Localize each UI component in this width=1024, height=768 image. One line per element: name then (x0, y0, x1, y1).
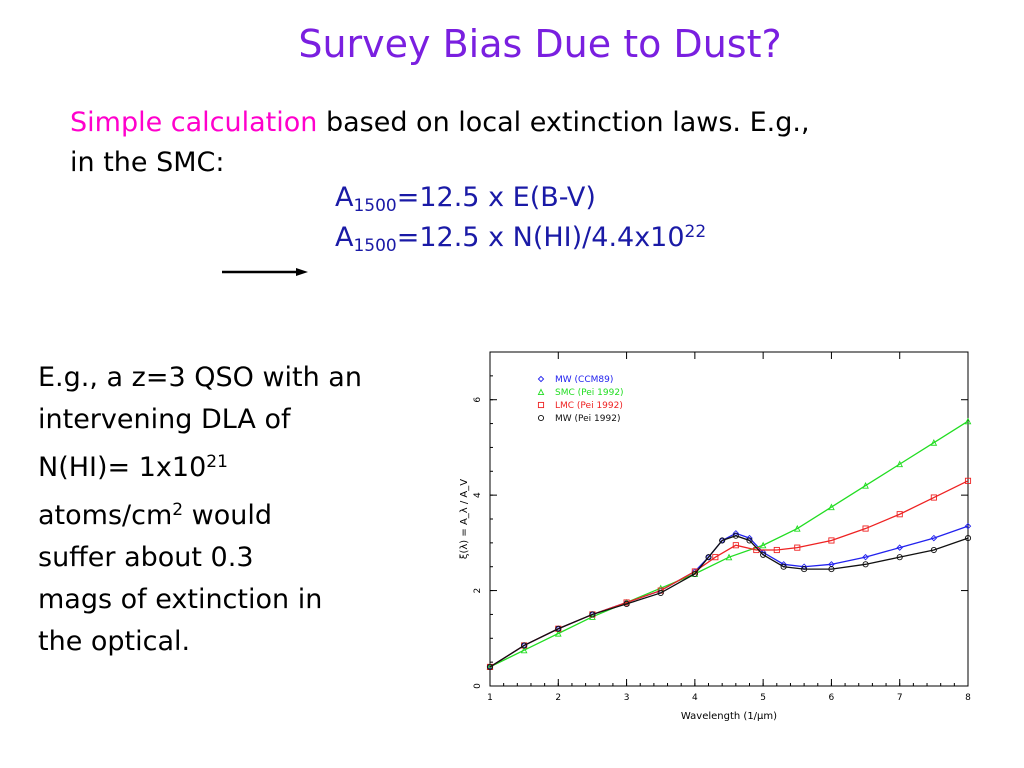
x-tick-label: 4 (692, 693, 698, 703)
intro-text: Simple calculation based on local extinc… (70, 103, 970, 183)
para-line-6: mags of extinction in (38, 584, 323, 615)
para-line-3-sup: 21 (206, 452, 228, 472)
para-line-3: N(HI)= 1x10 (38, 452, 207, 483)
formula-extinction-nhi: A1500=12.5 x N(HI)/4.4x1022 (335, 222, 706, 256)
formula-extinction-ebv: A1500=12.5 x E(B-V) (335, 182, 596, 216)
y-tick-label: 0 (473, 683, 483, 689)
series-4-point (691, 570, 698, 577)
y-tick-label: 2 (473, 588, 483, 594)
x-tick-label: 5 (760, 693, 766, 703)
para-line-7: the optical. (38, 626, 191, 657)
series-4-point (521, 642, 528, 649)
series-1-point (964, 522, 972, 530)
series-1-line (489, 525, 969, 668)
series-4-point (657, 589, 664, 597)
para-line-4-sup: 2 (172, 500, 184, 520)
series-4-point (930, 546, 937, 554)
series-2-point (520, 646, 528, 654)
series-2-point (554, 629, 562, 637)
series-1-legend-label: MW (CCM89) (555, 375, 613, 385)
para-line-5: suffer about 0.3 (38, 542, 254, 573)
series-4-point (732, 532, 739, 539)
series-3-point (773, 546, 780, 554)
series-4-point (780, 563, 787, 570)
x-tick-label: 1 (487, 693, 493, 703)
series-1-point (930, 534, 938, 542)
series-3-point (930, 494, 937, 501)
series-2-point (759, 541, 767, 549)
series-4-point (828, 566, 835, 573)
series-2-point (930, 439, 938, 446)
slide-title: Survey Bias Due to Dust? (298, 22, 782, 66)
series-3-point (896, 511, 903, 518)
para-line-4: atoms/cm (38, 500, 173, 531)
series-2-point (862, 481, 869, 489)
series-4-point (705, 554, 712, 561)
series-2-legend-label: SMC (Pei 1992) (555, 388, 624, 398)
series-4-point (862, 561, 869, 568)
series-4-point (486, 663, 494, 670)
series-4-point (746, 537, 753, 544)
series-2-legend-marker (537, 388, 545, 396)
y-axis-label: ξ(λ) = A_λ / A_V (459, 479, 470, 559)
series-4-point (801, 566, 808, 573)
series-4-point (964, 535, 972, 542)
para-line-2: intervening DLA of (38, 404, 291, 435)
formula-subscript: 1500 (353, 196, 397, 216)
series-3-point (862, 525, 869, 532)
intro-rest: based on local extinction laws. E.g., (317, 107, 810, 138)
series-3-legend-marker (537, 401, 545, 409)
series-4-legend-marker (537, 414, 545, 422)
formula-symbol: A (335, 182, 354, 213)
x-axis-label: Wavelength (1/μm) (681, 711, 777, 722)
series-2-point (896, 460, 904, 468)
series-2-point (828, 503, 835, 511)
series-4-point (719, 537, 726, 544)
intro-highlight: Simple calculation (70, 107, 318, 138)
right-arrow-icon (222, 268, 308, 276)
series-4-point (555, 625, 562, 632)
y-tick-label: 4 (473, 492, 483, 498)
y-tick-label: 6 (473, 397, 483, 403)
series-4-line (489, 535, 969, 668)
series-2-point (725, 553, 733, 561)
series-4-point (760, 551, 767, 558)
formula-expression: =12.5 x N(HI)/4.4x10 (396, 222, 685, 253)
extinction-curve-chart: 1 2 3 4 5 6 7 8 0 2 4 6 Wavelength (1/μm) ξ(λ) = A_λ … (459, 351, 972, 722)
para-line-4-post: would (183, 500, 273, 531)
series-4-point (623, 600, 630, 607)
x-tick-label: 8 (965, 693, 971, 703)
formula-subscript: 1500 (353, 236, 397, 256)
series-4-point (589, 611, 596, 618)
series-3-point (828, 537, 835, 544)
series-1-point (896, 544, 903, 551)
series-3-point (794, 544, 801, 551)
series-3-line (489, 480, 969, 668)
series-3-legend-label: LMC (Pei 1992) (555, 401, 623, 411)
series-2-point (964, 417, 972, 425)
series-3-point (732, 542, 739, 549)
series-4-legend-label: MW (Pei 1992) (555, 414, 620, 424)
x-tick-label: 6 (829, 693, 835, 703)
x-tick-label: 7 (897, 693, 903, 703)
intro-line2: in the SMC: (70, 147, 225, 178)
example-paragraph: E.g., a z=3 QSO with an intervening DLA … (38, 357, 438, 663)
series-3-point (964, 477, 972, 484)
series-1-point (862, 553, 869, 561)
series-4-point (896, 554, 903, 561)
series-1-legend-marker (537, 375, 545, 383)
series-2-line (489, 420, 969, 668)
para-line-1: E.g., a z=3 QSO with an (38, 362, 362, 393)
x-tick-label: 2 (555, 693, 561, 703)
formula-expression: =12.5 x E(B-V) (396, 182, 596, 213)
series-3-point (712, 554, 719, 561)
formula-superscript: 22 (684, 222, 707, 242)
series-2-point (793, 524, 801, 532)
formula-symbol: A (335, 222, 354, 253)
x-tick-label: 3 (624, 693, 630, 703)
